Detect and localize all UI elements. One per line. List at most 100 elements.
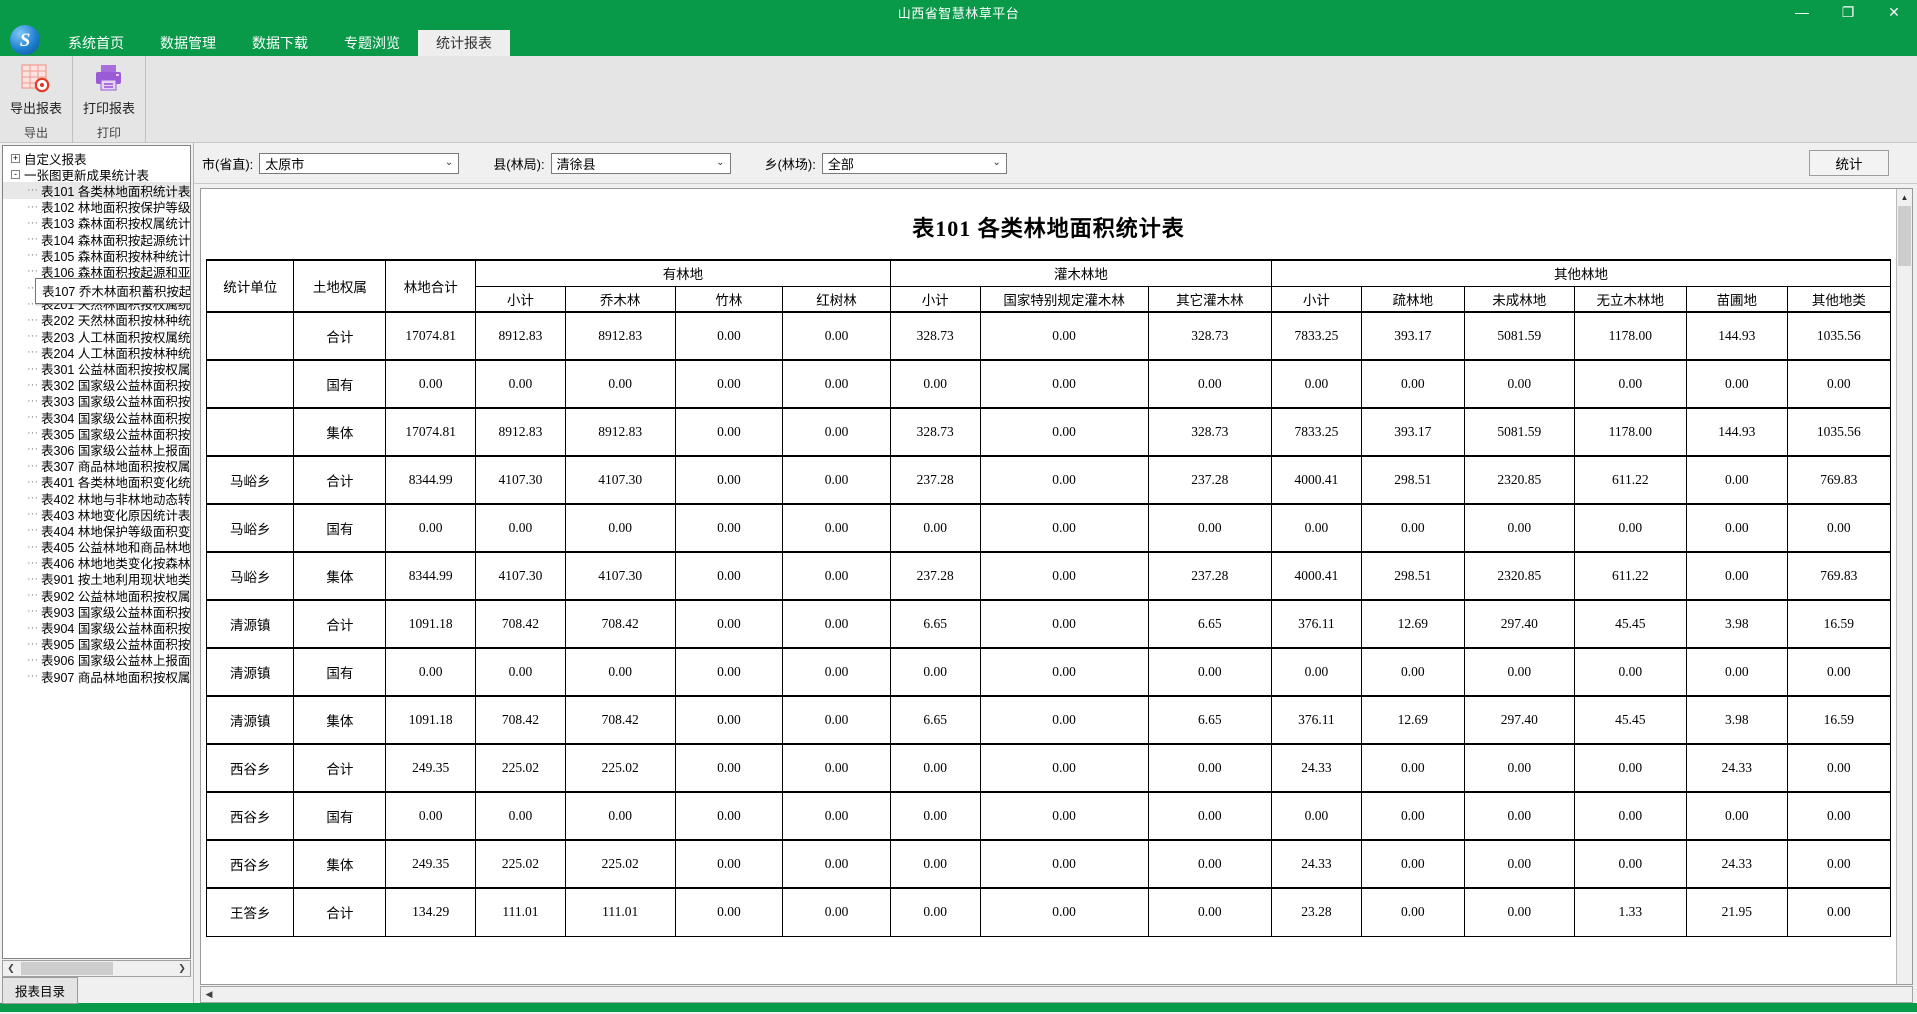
tree-item-3[interactable]: ···表102 林地面积按保护等级统计表 (3, 199, 190, 216)
menu-tab-data-download[interactable]: 数据下载 (252, 35, 308, 51)
report-header-林地合计: 林地合计 (385, 259, 477, 313)
table-row[interactable]: 马峪乡 集体 8344.99 4107.30 4107.30 0.00 0.00 237.28… (205, 551, 1892, 601)
sidebar-scroll-thumb[interactable] (21, 962, 113, 975)
tree-connector-icon: ··· (27, 556, 38, 569)
menu-tab-thematic-browse[interactable]: 专题浏览 (344, 35, 400, 51)
tree-item-17[interactable]: ···表305 国家级公益林面积按生态区 (3, 425, 190, 442)
table-cell-r2-c2: 17074.81 (385, 407, 477, 457)
tree-item-label: 表103 森林面积按权属统计表 (41, 217, 191, 232)
table-cell-r2-c0 (205, 407, 295, 457)
table-cell-r3-c10: 4000.41 (1271, 455, 1362, 505)
tree-item-30[interactable]: ···表905 国家级公益林面积按权属和 (3, 636, 190, 653)
collapse-icon[interactable]: - (11, 169, 20, 179)
table-row[interactable]: 国有 0.00 0.00 0.00 0.00 0.00 0.00 0.00 0.00 0.00 0.… (205, 359, 1892, 409)
table-row[interactable]: 清源镇 合计 1091.18 708.42 708.42 0.00 0.00 6.65 0.00… (205, 599, 1892, 649)
tree-item-24[interactable]: ···表405 公益林地和商品林地面积变 (3, 539, 190, 556)
minimize-icon[interactable]: — (1795, 4, 1809, 20)
report-catalog-tab[interactable]: 报表目录 (2, 976, 79, 1004)
tree-item-12[interactable]: ···表204 人工林面积按林种统计表 (3, 344, 190, 361)
table-row[interactable]: 清源镇 集体 1091.18 708.42 708.42 0.00 0.00 6.65 0.00… (205, 695, 1892, 745)
table-cell-r1-c10: 0.00 (1271, 359, 1362, 409)
export-table-icon (19, 62, 53, 94)
tree-item-20[interactable]: ···表401 各类林地面积变化统计表 (3, 474, 190, 491)
scroll-right-icon[interactable]: ❯ (178, 963, 186, 973)
table-row[interactable]: 清源镇 国有 0.00 0.00 0.00 0.00 0.00 0.00 0.00 0.00 0.0… (205, 647, 1892, 697)
tree-item-16[interactable]: ···表304 国家级公益林面积按权属和 (3, 409, 191, 426)
tree-item-1[interactable]: - 一张图更新成果统计表 (3, 166, 190, 183)
menu-tab-data-management[interactable]: 数据管理 (160, 35, 216, 51)
tree-item-11[interactable]: ···表203 人工林面积按权属统计表 (3, 328, 190, 345)
tree-item-27[interactable]: ···表902 公益林地面积按权属统计表 (3, 587, 190, 604)
table-row[interactable]: 王答乡 合计 134.29 111.01 111.01 0.00 0.00 0.00 0.00 0… (205, 887, 1892, 937)
town-select-value: 全部 (827, 156, 854, 172)
tree-item-label: 表402 林地与非林地动态转移统计 (41, 492, 191, 507)
table-cell-r8-c8: 0.00 (979, 695, 1149, 745)
tree-item-15[interactable]: ···表303 国家级公益林面积按权属和 (3, 393, 191, 410)
scroll-up-icon[interactable]: ▲ (1897, 189, 1912, 205)
tree-item-2[interactable]: ··· 表101 各类林地面积统计表 (3, 182, 190, 199)
tree-item-26[interactable]: ···表901 按土地利用现状地类统计表 (3, 571, 190, 588)
tree-item-22[interactable]: ··· 表403 林地变化原因统计表 (3, 506, 190, 523)
tree-item-31[interactable]: ···表906 国家级公益林上报面积汇总 (3, 652, 190, 669)
tree-item-13[interactable]: ···表301 公益林面积按按权属统计表 (3, 360, 190, 378)
menu-tab-home[interactable]: 系统首页 (68, 35, 124, 51)
tree-item-29[interactable]: ···表904 国家级公益林面积按权属和 (3, 619, 190, 637)
menu-tab-statistical-reports[interactable]: 统计报表 (418, 30, 510, 56)
table-cell-r5-c5: 0.00 (674, 551, 784, 601)
tree-connector-icon: ··· (27, 443, 38, 456)
tree-item-32[interactable]: ···表907 商品林地面积按权属和起源 (3, 668, 190, 685)
hscroll-left-icon[interactable]: ◀ (205, 989, 213, 999)
tree-connector-icon: ··· (27, 589, 38, 602)
report-tree[interactable]: + 自定义报表 - 一张图更新成果统计表 ··· 表101 各类林地面积统计表 ··· 表10… (3, 146, 191, 685)
tree-item-6[interactable]: ··· 表105 森林面积按林种统计表 (3, 247, 190, 264)
table-row[interactable]: 集体 17074.81 8912.83 8912.83 0.00 0.00 328.73 0.… (205, 407, 1892, 457)
tree-item-4[interactable]: ··· 表103 森林面积按权属统计表 (3, 215, 191, 232)
table-row[interactable]: 马峪乡 合计 8344.99 4107.30 4107.30 0.00 0.00 237.28… (205, 455, 1892, 505)
report-scroll-thumb[interactable] (1898, 206, 1911, 266)
table-cell-r11-c0: 西谷乡 (205, 839, 295, 889)
table-cell-r4-c9: 0.00 (1147, 503, 1273, 553)
maximize-icon[interactable]: ❐ (1841, 3, 1855, 20)
table-row[interactable]: 西谷乡 合计 249.35 225.02 225.02 0.00 0.00 0.00 0.00 0… (205, 743, 1892, 793)
report-vertical-scrollbar[interactable]: ▲ (1896, 189, 1912, 984)
tree-item-28[interactable]: ···表903 国家级公益林面积按权属和 (3, 603, 190, 620)
tree-item-5[interactable]: ··· 表104 森林面积按起源统计表 (3, 231, 190, 248)
close-icon[interactable]: ✕ (1888, 3, 1900, 20)
tree-item-label: 表304 国家级公益林面积按权属和 (41, 411, 191, 426)
sidebar-horizontal-scrollbar[interactable]: ❮ ❯ (2, 960, 191, 977)
tree-item-23[interactable]: ···表404 林地保护等级面积变化统计 (3, 522, 190, 539)
table-cell-r0-c9: 328.73 (1147, 311, 1273, 361)
county-select[interactable]: 清徐县 ⌄ (550, 152, 731, 174)
table-cell-r1-c6: 0.00 (782, 359, 891, 409)
report-subheader-其它灌木林: 其它灌木林 (1147, 285, 1273, 313)
ribbon-group-print: 打印报表 打印 (73, 56, 146, 143)
town-select[interactable]: 全部 ⌄ (821, 152, 1007, 174)
expand-icon[interactable]: + (11, 152, 20, 163)
table-row[interactable]: 马峪乡 国有 0.00 0.00 0.00 0.00 0.00 0.00 0.00 0.00 0.0… (205, 503, 1892, 553)
print-report-button[interactable]: 打印报表 (73, 56, 145, 117)
table-row[interactable]: 合计 17074.81 8912.83 8912.83 0.00 0.00 328.73 0.… (205, 311, 1892, 361)
export-report-button[interactable]: 导出报表 (0, 56, 72, 117)
report-horizontal-scrollbar[interactable]: ◀ (200, 986, 1913, 1003)
tree-item-label: 表303 国家级公益林面积按权属和 (41, 395, 191, 410)
table-cell-r11-c3: 225.02 (475, 839, 566, 889)
table-cell-r4-c15: 0.00 (1786, 503, 1892, 553)
table-cell-r7-c0: 清源镇 (205, 647, 295, 697)
tree-item-0[interactable]: + 自定义报表 (3, 150, 190, 167)
city-select[interactable]: 太原市 ⌄ (259, 152, 460, 174)
tree-item-21[interactable]: ···表402 林地与非林地动态转移统计 (3, 490, 191, 507)
table-row[interactable]: 西谷乡 国有 0.00 0.00 0.00 0.00 0.00 0.00 0.00 0.00 0.0… (205, 791, 1892, 841)
tree-item-25[interactable]: ···表406 林地地类变化按森林类别动 (3, 555, 190, 572)
tree-item-7[interactable]: ···表106 森林面积按起源和亚林种统计表 (3, 263, 190, 280)
table-cell-r7-c7: 0.00 (889, 647, 981, 697)
tree-item-14[interactable]: ···表302 国家级公益林面积按权属和 (3, 377, 190, 394)
tree-item-19[interactable]: ···表307 商品林地面积按权属和起源 (3, 458, 190, 475)
title-bar: 山西省智慧林草平台 — ❐ ✕ (0, 0, 1917, 24)
table-cell-r10-c14: 0.00 (1685, 791, 1788, 841)
statistics-button[interactable]: 统计 (1809, 150, 1889, 176)
scroll-left-icon[interactable]: ❮ (7, 963, 15, 973)
tree-item-10[interactable]: ···表202 天然林面积按林种统计表 (3, 312, 190, 329)
table-cell-r6-c15: 16.59 (1786, 599, 1892, 649)
tree-item-18[interactable]: ···表306 国家级公益林上报面积汇总 (3, 441, 190, 458)
table-row[interactable]: 西谷乡 集体 249.35 225.02 225.02 0.00 0.00 0.00 0.00 0… (205, 839, 1892, 889)
